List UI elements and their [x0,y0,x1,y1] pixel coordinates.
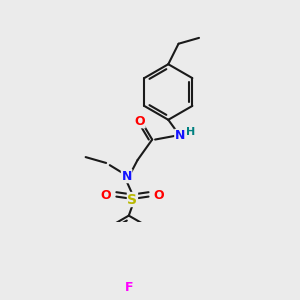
Text: O: O [101,189,111,202]
Text: O: O [134,115,145,128]
Text: H: H [186,127,195,136]
Text: N: N [175,129,185,142]
Text: N: N [122,169,132,183]
Text: S: S [128,193,137,206]
Text: O: O [154,189,164,202]
Text: F: F [124,281,133,294]
